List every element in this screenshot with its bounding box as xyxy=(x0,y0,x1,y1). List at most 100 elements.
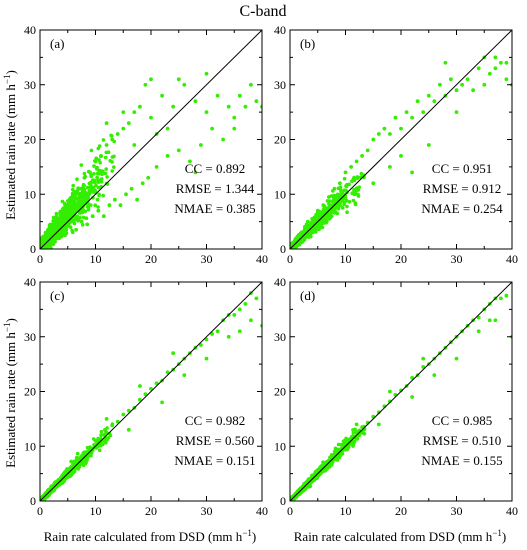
point xyxy=(67,474,71,478)
point xyxy=(97,448,102,453)
point xyxy=(360,154,364,158)
point xyxy=(99,433,103,438)
point xyxy=(393,115,398,120)
panel-label: (c) xyxy=(50,288,64,303)
point xyxy=(210,332,215,336)
point xyxy=(215,329,220,334)
point xyxy=(193,99,198,104)
x-tick-label: 20 xyxy=(145,504,157,518)
y-tick-label: 20 xyxy=(24,133,36,147)
point xyxy=(176,77,181,82)
point xyxy=(104,121,109,125)
point xyxy=(43,230,48,235)
point xyxy=(81,215,86,220)
point xyxy=(88,170,92,175)
point xyxy=(335,211,340,216)
point xyxy=(307,233,312,238)
point xyxy=(313,229,317,233)
point xyxy=(59,219,63,224)
point xyxy=(83,209,88,214)
point xyxy=(399,154,403,158)
point xyxy=(97,192,101,197)
point xyxy=(92,172,96,176)
point xyxy=(104,167,108,171)
point xyxy=(143,82,148,87)
point xyxy=(109,133,113,138)
point xyxy=(160,93,165,98)
x-tick-label: 0 xyxy=(37,504,43,518)
point xyxy=(72,221,77,226)
point xyxy=(63,227,67,232)
point xyxy=(454,110,459,114)
point xyxy=(85,198,89,202)
point xyxy=(204,110,209,114)
point xyxy=(135,197,140,202)
point xyxy=(90,448,95,452)
reference-line xyxy=(289,29,513,250)
point xyxy=(79,195,83,199)
point xyxy=(63,475,67,480)
stat-cc: CC = 0.982 xyxy=(185,413,245,428)
point xyxy=(79,219,84,224)
point xyxy=(57,236,62,241)
point xyxy=(324,220,328,225)
point xyxy=(98,160,102,165)
point xyxy=(349,165,353,169)
point xyxy=(165,126,170,131)
point xyxy=(97,444,101,448)
point xyxy=(132,110,137,114)
point xyxy=(138,384,142,388)
point xyxy=(107,203,112,208)
point xyxy=(72,200,77,204)
point xyxy=(81,187,85,191)
point xyxy=(362,173,366,178)
stat-rmse: RMSE = 0.912 xyxy=(423,181,501,196)
point xyxy=(70,187,75,192)
point xyxy=(99,429,104,434)
point xyxy=(54,479,59,484)
point xyxy=(78,216,82,220)
point xyxy=(121,126,126,131)
point xyxy=(487,71,492,76)
point xyxy=(79,199,84,203)
point xyxy=(355,176,360,180)
point xyxy=(124,192,128,197)
x-tick-label: 20 xyxy=(395,252,407,266)
point xyxy=(315,208,320,213)
point xyxy=(46,243,51,248)
point xyxy=(310,217,315,221)
x-tick-label: 30 xyxy=(201,504,213,518)
point xyxy=(237,329,242,334)
point xyxy=(71,461,76,466)
x-tick-label: 40 xyxy=(506,252,518,266)
point xyxy=(339,188,343,193)
point xyxy=(388,165,392,169)
point xyxy=(482,82,487,87)
point xyxy=(126,408,131,413)
point xyxy=(96,146,101,151)
point xyxy=(350,179,354,183)
y-tick-label: 40 xyxy=(274,23,286,37)
point xyxy=(69,215,73,220)
y-tick-label: 30 xyxy=(24,78,36,92)
point xyxy=(110,423,115,428)
point xyxy=(154,381,159,386)
point xyxy=(345,204,349,209)
y-tick-label: 10 xyxy=(24,439,36,453)
point xyxy=(132,143,137,147)
figure-title: C-band xyxy=(239,3,286,20)
stat-cc: CC = 0.892 xyxy=(185,161,245,176)
point xyxy=(95,197,100,202)
y-tick-label: 40 xyxy=(24,23,36,37)
x-tick-label: 30 xyxy=(451,252,463,266)
point xyxy=(296,242,301,247)
point xyxy=(352,191,357,195)
point xyxy=(232,115,237,120)
point xyxy=(340,206,345,210)
point xyxy=(299,231,303,236)
point xyxy=(332,203,336,207)
data-points xyxy=(290,293,512,501)
point xyxy=(80,210,85,215)
